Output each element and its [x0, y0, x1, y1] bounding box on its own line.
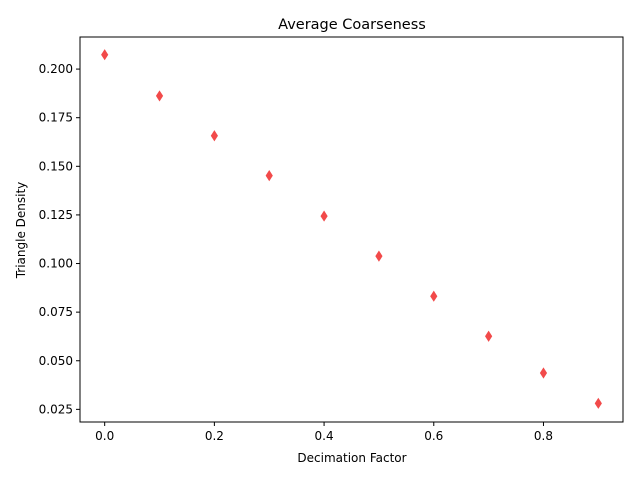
data-point	[375, 250, 383, 262]
data-point	[430, 290, 438, 302]
y-tick-label: 0.175	[39, 111, 73, 125]
y-tick-label: 0.200	[39, 62, 73, 76]
x-tick-label: 0.6	[424, 429, 443, 443]
y-tick-label: 0.025	[39, 402, 73, 416]
plot-area	[79, 36, 624, 423]
data-point	[210, 130, 218, 142]
y-axis: 0.025 0.050 0.075 0.100 0.125 0.150 0.175 0.200	[39, 62, 80, 416]
x-tick-label: 0.4	[315, 429, 334, 443]
axes-frame	[79, 36, 624, 423]
data-points	[101, 49, 602, 409]
data-point	[265, 170, 273, 182]
y-tick-label: 0.050	[39, 354, 73, 368]
data-point	[485, 330, 493, 342]
x-tick-label: 0.2	[205, 429, 224, 443]
x-tick-label: 0.8	[534, 429, 553, 443]
x-tick-label: 0.0	[95, 429, 114, 443]
data-point	[594, 397, 602, 409]
data-point	[539, 367, 548, 379]
y-tick-label: 0.125	[39, 208, 73, 222]
y-tick-label: 0.150	[39, 159, 73, 173]
y-axis-label: Triangle Density	[14, 182, 28, 280]
y-tick-label: 0.100	[39, 257, 73, 271]
x-axis: 0.0 0.2 0.4 0.6 0.8	[95, 422, 553, 443]
x-axis-label: Decimation Factor	[297, 451, 406, 465]
data-point	[320, 210, 328, 222]
data-point	[155, 90, 164, 102]
y-tick-label: 0.075	[39, 305, 73, 319]
data-point	[101, 49, 109, 61]
chart-title: Average Coarseness	[278, 17, 426, 33]
